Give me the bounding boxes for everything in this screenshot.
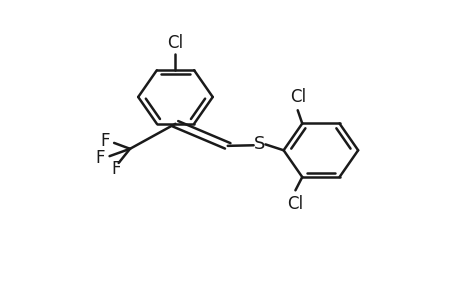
Text: Cl: Cl bbox=[287, 195, 303, 213]
Text: Cl: Cl bbox=[289, 88, 305, 106]
Text: F: F bbox=[112, 160, 121, 178]
Text: Cl: Cl bbox=[167, 34, 183, 52]
Text: F: F bbox=[100, 132, 110, 150]
Text: F: F bbox=[95, 148, 105, 166]
Text: S: S bbox=[253, 135, 265, 153]
